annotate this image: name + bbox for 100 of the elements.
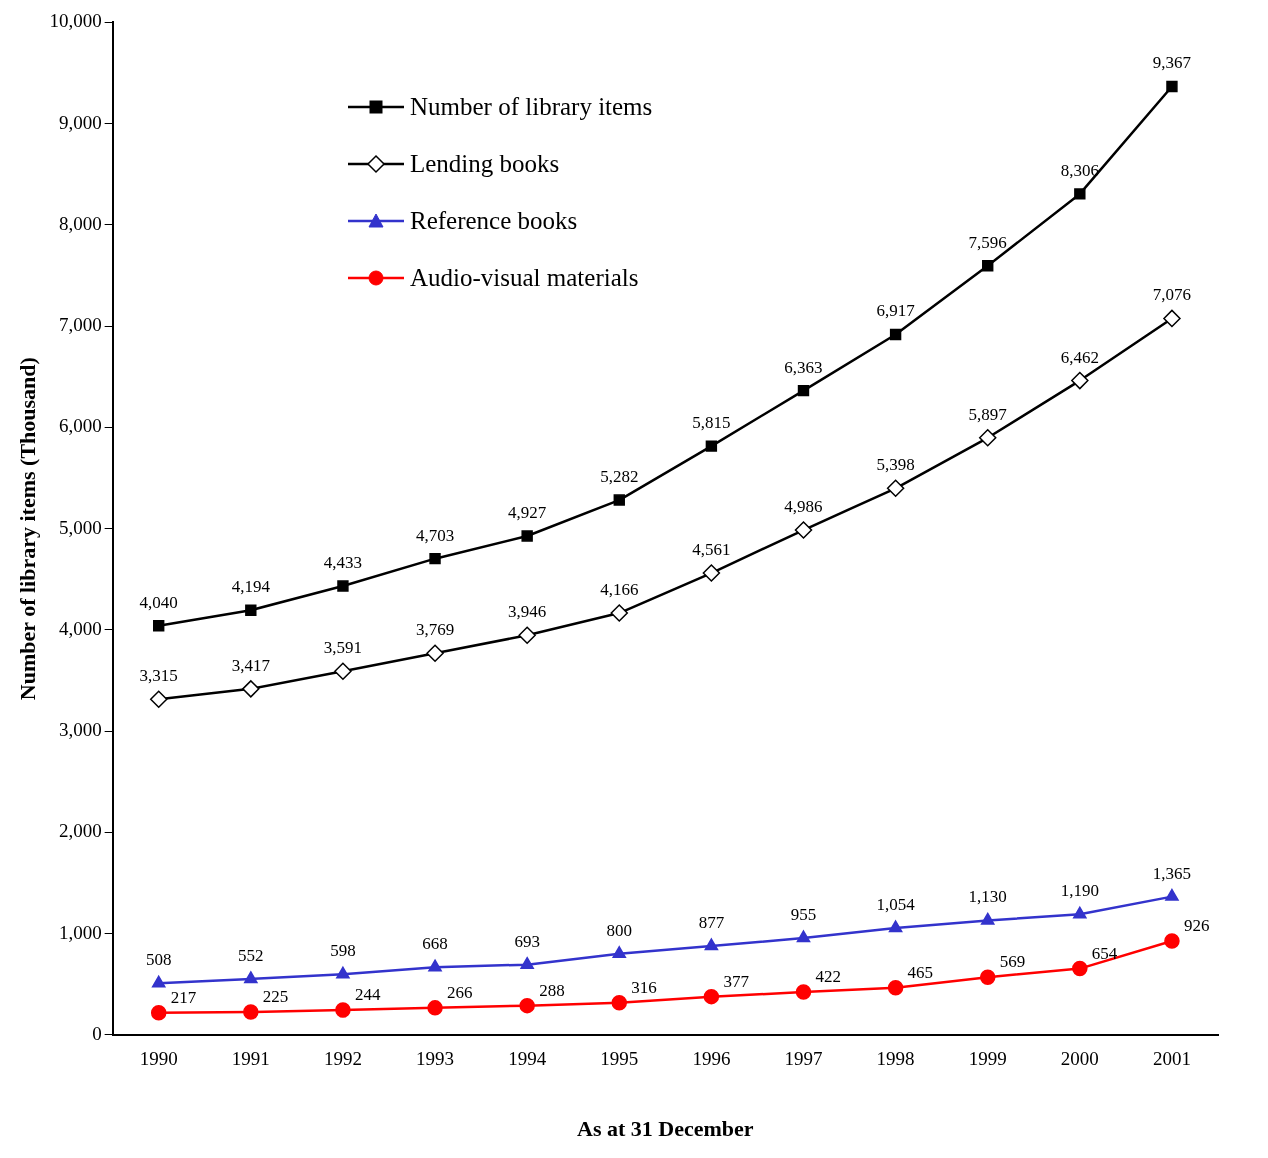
data-label: 6,917 — [876, 301, 916, 321]
data-label: 668 — [422, 934, 448, 954]
point — [243, 1004, 259, 1020]
x-tick-label: 1994 — [508, 1048, 547, 1070]
point — [245, 604, 257, 616]
y-tick-label: 7,000 — [58, 314, 102, 336]
data-label: 377 — [723, 971, 750, 991]
point — [796, 930, 811, 943]
point — [521, 530, 533, 542]
point — [613, 494, 625, 506]
data-label: 244 — [354, 985, 381, 1005]
point — [794, 521, 813, 539]
data-label: 288 — [539, 980, 565, 1000]
y-tick-label: 2,000 — [58, 820, 102, 842]
point — [979, 969, 996, 985]
data-label: 1,365 — [1152, 863, 1192, 883]
data-label: 5,815 — [692, 413, 731, 433]
data-label: 225 — [262, 986, 289, 1006]
data-label: 877 — [698, 912, 725, 932]
data-label: 1,130 — [968, 887, 1007, 907]
x-tick-label: 1990 — [139, 1048, 178, 1070]
y-tick-label: 3,000 — [58, 719, 102, 741]
point — [705, 440, 718, 452]
data-label: 926 — [1183, 916, 1210, 936]
data-label: 800 — [606, 920, 633, 940]
point — [1072, 960, 1088, 977]
data-label: 3,946 — [508, 602, 547, 622]
data-label: 4,433 — [323, 552, 363, 572]
point — [611, 995, 628, 1011]
point — [703, 988, 720, 1005]
data-label: 552 — [238, 945, 264, 965]
point — [153, 620, 165, 632]
legend-label: Reference books — [410, 206, 578, 235]
y-tick-label: 8,000 — [58, 212, 102, 234]
x-tick-label: 1992 — [323, 1048, 362, 1070]
legend-label: Lending books — [410, 149, 560, 178]
data-label: 1,054 — [876, 895, 916, 915]
x-tick-label: 1995 — [600, 1048, 639, 1070]
point — [980, 912, 995, 925]
data-label: 693 — [514, 931, 540, 951]
point — [610, 604, 629, 622]
y-tick-label: 10,000 — [49, 10, 102, 32]
point — [886, 479, 905, 498]
x-tick-label: 2001 — [1152, 1048, 1191, 1070]
data-label: 5,897 — [968, 404, 1008, 424]
y-tick-label: 4,000 — [58, 617, 102, 639]
data-label: 5,398 — [876, 455, 915, 475]
point — [519, 997, 535, 1014]
x-axis-title: As at 31 December — [577, 1116, 754, 1142]
legend-label: Number of library items — [410, 92, 653, 121]
y-tick-label: 5,000 — [58, 516, 102, 538]
data-label: 955 — [790, 905, 817, 925]
legend-label: Audio-visual materials — [410, 263, 639, 292]
x-tick-label: 1991 — [231, 1048, 270, 1070]
x-tick-label: 1996 — [692, 1048, 731, 1070]
data-label: 1,190 — [1060, 881, 1099, 901]
data-label: 6,363 — [784, 357, 823, 377]
point — [702, 564, 721, 582]
point — [1163, 309, 1181, 328]
data-label: 6,462 — [1060, 347, 1099, 367]
point — [518, 626, 536, 645]
point — [1165, 888, 1179, 901]
y-axis-title: Number of library items (Thousand) — [14, 357, 40, 701]
data-label: 4,166 — [600, 580, 639, 599]
data-label: 508 — [145, 950, 172, 970]
data-label: 4,986 — [784, 496, 823, 516]
data-label: 598 — [330, 941, 356, 961]
point — [520, 956, 534, 969]
data-label: 3,769 — [415, 620, 455, 640]
point — [244, 971, 258, 984]
x-tick-label: 1993 — [416, 1048, 455, 1070]
x-tick-label: 1999 — [968, 1048, 1007, 1070]
data-label: 3,591 — [323, 638, 363, 658]
data-label: 8,306 — [1060, 160, 1099, 180]
point — [242, 680, 260, 698]
point — [888, 920, 903, 933]
data-label: 266 — [447, 982, 473, 1002]
x-tick-label: 2000 — [1060, 1048, 1099, 1070]
data-label: 422 — [815, 967, 841, 987]
point — [1164, 933, 1180, 949]
x-tick-label: 1997 — [784, 1048, 823, 1070]
point — [429, 552, 441, 565]
point — [887, 979, 904, 996]
y-tick-label: 6,000 — [58, 415, 102, 437]
point — [427, 1000, 443, 1016]
data-label: 4,703 — [415, 525, 455, 545]
point — [797, 384, 810, 397]
point — [1074, 188, 1086, 200]
data-label: 316 — [631, 977, 657, 997]
data-label: 3,315 — [139, 666, 178, 686]
y-tick-label: 0 — [92, 1022, 102, 1044]
point — [1073, 906, 1087, 919]
point — [426, 644, 444, 662]
data-label: 569 — [999, 952, 1026, 972]
point — [336, 966, 350, 979]
data-label: 217 — [170, 987, 197, 1007]
x-tick-label: 1998 — [876, 1048, 915, 1070]
data-label: 5,282 — [600, 467, 639, 487]
point — [1071, 371, 1089, 390]
point — [1166, 80, 1178, 93]
